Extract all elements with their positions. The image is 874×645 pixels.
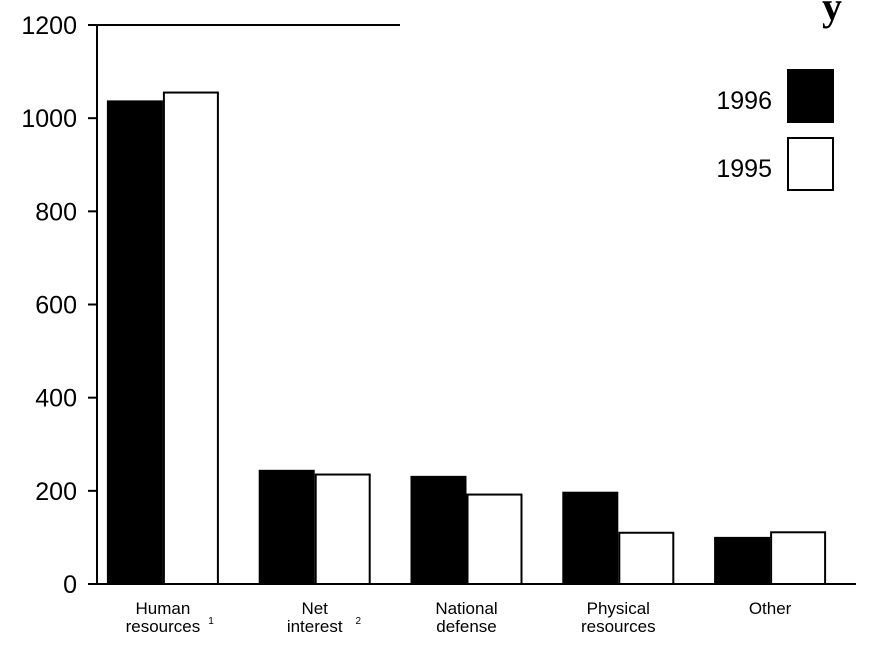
footnote-marker: 2 <box>356 616 362 627</box>
y-tick-label: 0 <box>63 571 77 599</box>
legend: 1996 1995 <box>716 69 834 191</box>
y-tick-label: 800 <box>35 198 77 226</box>
bar-1996-3 <box>562 491 619 585</box>
bar-1995-0 <box>162 91 219 585</box>
y-tick-label: 600 <box>35 292 77 320</box>
legend-label-1995: 1995 <box>716 155 772 183</box>
category-label: Human <box>135 599 190 618</box>
y-tick-label: 400 <box>35 385 77 413</box>
y-tick-label: 1200 <box>21 12 77 40</box>
category-label: resources <box>126 617 201 636</box>
bar-1995-1 <box>314 473 371 586</box>
category-label: Physical <box>587 599 650 618</box>
y-axis-ticks: 0 200 400 600 800 1000 1200 <box>21 12 97 599</box>
y-tick-label: 200 <box>35 478 77 506</box>
bar-1995-4 <box>770 531 827 585</box>
y-tick-label: 1000 <box>21 105 77 133</box>
bar-1996-1 <box>258 469 315 585</box>
category-label: interest <box>287 617 343 636</box>
bar-1995-3 <box>618 531 675 586</box>
footnote-marker: 1 <box>208 616 214 627</box>
bar-1996-4 <box>714 536 771 586</box>
bar-1996-2 <box>410 475 467 586</box>
legend-swatch-1995 <box>787 137 834 191</box>
category-label: Net <box>301 599 328 618</box>
category-label: defense <box>436 617 497 636</box>
legend-label-1996: 1996 <box>716 87 772 115</box>
category-label: resources <box>581 617 656 636</box>
category-label: National <box>435 599 497 618</box>
bars <box>106 91 827 586</box>
category-label: Other <box>749 599 792 618</box>
chart-title: y <box>822 0 842 29</box>
bar-1995-2 <box>466 493 523 585</box>
bar-1996-0 <box>106 100 163 585</box>
legend-swatch-1996 <box>787 69 834 123</box>
